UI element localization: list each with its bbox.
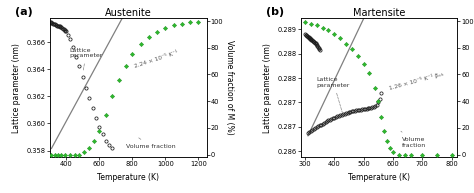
Title: Austenite: Austenite	[105, 8, 152, 18]
Text: (a): (a)	[15, 7, 33, 17]
Y-axis label: Lattice parameter (nm): Lattice parameter (nm)	[263, 43, 272, 133]
Text: 2.24 × 10⁻⁵ K⁻¹: 2.24 × 10⁻⁵ K⁻¹	[134, 50, 179, 69]
X-axis label: Temperature (K): Temperature (K)	[97, 173, 159, 182]
Y-axis label: Lattice parameter (nm): Lattice parameter (nm)	[12, 43, 21, 133]
Text: Volume
fraction: Volume fraction	[401, 131, 426, 147]
Y-axis label: Volume fraction of M (%): Volume fraction of M (%)	[226, 41, 235, 135]
Text: (b): (b)	[266, 7, 284, 17]
Text: Lattice
parameter: Lattice parameter	[70, 47, 103, 70]
X-axis label: Temperature (K): Temperature (K)	[348, 173, 410, 182]
Title: Martensite: Martensite	[353, 8, 405, 18]
Text: Lattice
parameter: Lattice parameter	[317, 77, 350, 113]
Text: Volume fraction: Volume fraction	[126, 137, 175, 149]
Text: 1.26 × 10⁻⁵ K⁻¹ βₓₕ: 1.26 × 10⁻⁵ K⁻¹ βₓₕ	[389, 71, 444, 91]
